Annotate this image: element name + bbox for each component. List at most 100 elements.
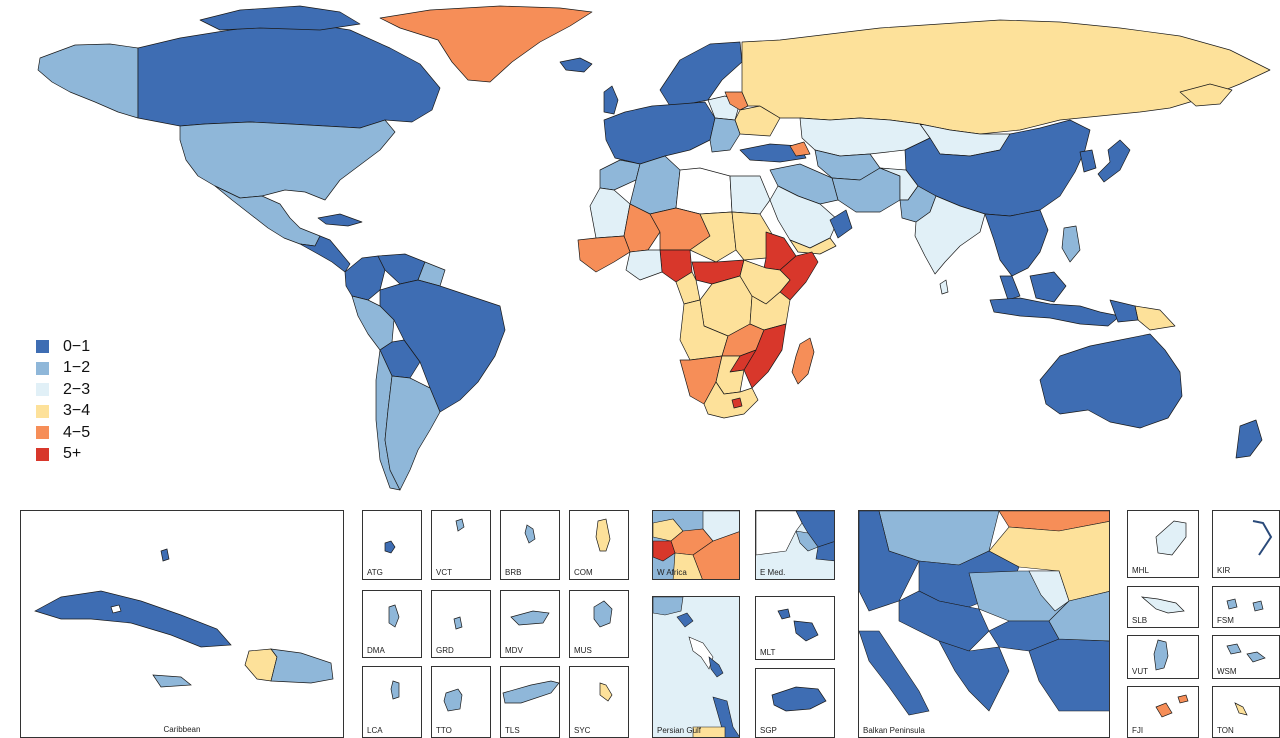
inset-label: TTO bbox=[436, 726, 452, 735]
inset-fsm: FSM bbox=[1212, 586, 1280, 628]
inset-label: MHL bbox=[1132, 566, 1149, 575]
legend-swatch bbox=[36, 404, 49, 418]
region-madagascar bbox=[791, 337, 815, 385]
syc-shape bbox=[599, 682, 613, 702]
legend-item: 1−2 bbox=[36, 358, 90, 380]
region-mauritania bbox=[589, 187, 631, 239]
inset-label: WSM bbox=[1217, 667, 1237, 676]
legend-item: 4−5 bbox=[36, 422, 90, 444]
region-sri-lanka bbox=[939, 279, 949, 295]
inset-vut: VUT bbox=[1127, 635, 1199, 679]
region-russia bbox=[741, 19, 1271, 135]
inset-grd: GRD bbox=[431, 590, 491, 658]
region-greenland bbox=[379, 5, 593, 83]
inset-mdv: MDV bbox=[500, 590, 560, 658]
region-japan bbox=[1097, 139, 1131, 183]
world-map bbox=[37, 5, 1271, 491]
legend-label: 1−2 bbox=[63, 359, 91, 377]
inset-label: VUT bbox=[1132, 667, 1148, 676]
inset-tto: TTO bbox=[431, 666, 491, 738]
inset-e-med: E Med. bbox=[755, 510, 835, 580]
inset-com: COM bbox=[569, 510, 629, 580]
legend-label: 2−3 bbox=[63, 380, 91, 398]
inset-persian-gulf: Persian Gulf bbox=[652, 596, 740, 738]
region-colombia bbox=[344, 255, 386, 301]
region-philippines bbox=[1061, 225, 1081, 263]
lca-shape bbox=[390, 680, 400, 700]
region-cameroon bbox=[675, 271, 701, 305]
region-cuba bbox=[34, 590, 232, 648]
region-western-europe bbox=[603, 101, 716, 165]
region-australia bbox=[1039, 333, 1183, 429]
inset-label: MUS bbox=[574, 646, 592, 655]
region-iceland bbox=[559, 57, 593, 73]
inset-label: BRB bbox=[505, 568, 522, 577]
inset-slb: SLB bbox=[1127, 586, 1199, 628]
region-argentina bbox=[384, 375, 441, 491]
wsm-shape bbox=[1226, 643, 1266, 663]
inset-syc: SYC bbox=[569, 666, 629, 738]
inset-mhl: MHL bbox=[1127, 510, 1199, 578]
inset-fji: FJI bbox=[1127, 686, 1199, 738]
region-dominican-republic bbox=[270, 648, 334, 684]
inset-label: FSM bbox=[1217, 616, 1234, 625]
region-cuba bbox=[317, 213, 363, 227]
region-egypt bbox=[729, 175, 771, 215]
inset-label: ATG bbox=[367, 568, 383, 577]
region-canada bbox=[137, 21, 441, 129]
region-korea bbox=[1079, 149, 1097, 173]
inset-vct: VCT bbox=[431, 510, 491, 580]
inset-ton: TON bbox=[1212, 686, 1280, 738]
legend-label: 0−1 bbox=[63, 337, 91, 355]
inset-sgp: SGP bbox=[755, 668, 835, 738]
region-jamaica bbox=[152, 674, 192, 688]
legend-swatch bbox=[36, 447, 49, 461]
w-africa-map bbox=[653, 511, 739, 579]
inset-label: GRD bbox=[436, 646, 454, 655]
region-india bbox=[914, 195, 986, 275]
region-libya bbox=[675, 167, 733, 215]
inset-caribbean-map bbox=[34, 548, 334, 688]
inset-caribbean: Caribbean bbox=[20, 510, 344, 738]
legend-item: 0−1 bbox=[36, 336, 90, 358]
e-med-map bbox=[756, 511, 834, 579]
dma-shape bbox=[388, 604, 400, 628]
inset-label: VCT bbox=[436, 568, 452, 577]
inset-label: TON bbox=[1217, 726, 1234, 735]
fji-shape bbox=[1155, 694, 1189, 718]
inset-label: SYC bbox=[574, 726, 591, 735]
inset-wsm: WSM bbox=[1212, 635, 1280, 679]
mus-shape bbox=[593, 600, 613, 628]
inset-label: MDV bbox=[505, 646, 523, 655]
inset-label: MLT bbox=[760, 648, 776, 657]
inset-mus: MUS bbox=[569, 590, 629, 658]
tls-shape bbox=[502, 680, 559, 704]
mdv-shape bbox=[510, 610, 550, 626]
tto-shape bbox=[443, 688, 463, 712]
inset-label: W Africa bbox=[657, 568, 687, 577]
com-shape bbox=[595, 518, 611, 552]
region-balkans bbox=[709, 117, 741, 153]
region-gulf-guinea bbox=[625, 249, 663, 281]
region-indonesia bbox=[989, 297, 1121, 327]
region-west-papua bbox=[1109, 299, 1139, 323]
map-legend: 0−1 1−2 2−3 3−4 4−5 5+ bbox=[36, 336, 90, 465]
sgp-shape bbox=[771, 686, 827, 712]
kir-shape bbox=[1252, 520, 1273, 556]
inset-label: COM bbox=[574, 568, 593, 577]
inset-brb: BRB bbox=[500, 510, 560, 580]
legend-swatch bbox=[36, 340, 49, 354]
legend-swatch bbox=[36, 361, 49, 375]
ton-shape bbox=[1234, 702, 1248, 716]
legend-label: 3−4 bbox=[63, 402, 91, 420]
inset-label: Caribbean bbox=[163, 725, 201, 734]
legend-swatch bbox=[36, 426, 49, 440]
mhl-shape bbox=[1155, 520, 1187, 556]
inset-label: TLS bbox=[505, 726, 520, 735]
legend-label: 5+ bbox=[63, 445, 82, 463]
region-southeast-asia bbox=[984, 209, 1049, 277]
inset-dma: DMA bbox=[362, 590, 422, 658]
inset-tls: TLS bbox=[500, 666, 560, 738]
region-turkey bbox=[739, 143, 807, 163]
grd-shape bbox=[453, 616, 463, 630]
